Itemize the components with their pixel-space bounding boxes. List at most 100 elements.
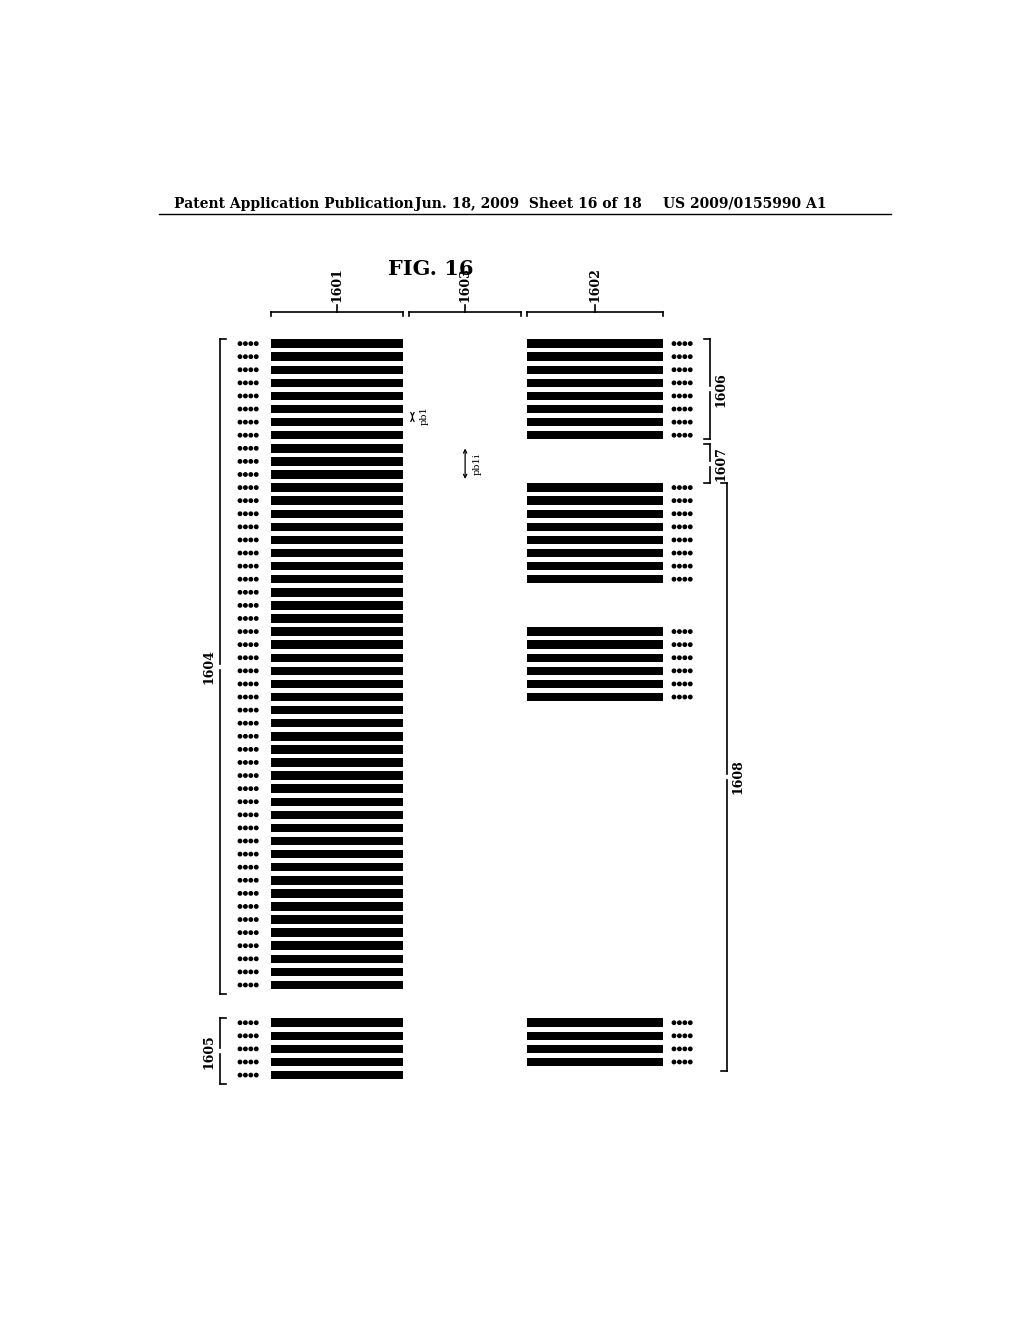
Bar: [527, 536, 663, 544]
Bar: [527, 576, 663, 583]
Bar: [527, 653, 663, 663]
Circle shape: [249, 630, 253, 634]
Bar: [527, 352, 663, 360]
Bar: [527, 379, 663, 387]
Circle shape: [688, 682, 692, 685]
Circle shape: [688, 408, 692, 411]
Circle shape: [688, 1047, 692, 1051]
Circle shape: [255, 879, 258, 882]
Circle shape: [683, 643, 686, 647]
Circle shape: [244, 395, 247, 397]
Circle shape: [255, 395, 258, 397]
Circle shape: [249, 1073, 253, 1077]
Circle shape: [255, 931, 258, 935]
Circle shape: [244, 355, 247, 358]
Circle shape: [249, 616, 253, 620]
Circle shape: [688, 1060, 692, 1064]
Text: 1601: 1601: [331, 268, 344, 302]
Circle shape: [244, 866, 247, 869]
Circle shape: [255, 433, 258, 437]
Bar: [527, 549, 663, 557]
Text: 1608: 1608: [732, 760, 744, 795]
Text: pb1i: pb1i: [473, 453, 482, 475]
Bar: [271, 536, 403, 544]
Circle shape: [244, 774, 247, 777]
Circle shape: [239, 342, 242, 346]
Circle shape: [683, 381, 686, 384]
Circle shape: [239, 656, 242, 660]
Circle shape: [244, 1073, 247, 1077]
Circle shape: [678, 408, 681, 411]
Circle shape: [678, 643, 681, 647]
Circle shape: [249, 381, 253, 384]
Circle shape: [255, 709, 258, 711]
Circle shape: [249, 840, 253, 842]
Circle shape: [683, 578, 686, 581]
Circle shape: [255, 355, 258, 358]
Text: Patent Application Publication: Patent Application Publication: [174, 197, 414, 211]
Circle shape: [239, 421, 242, 424]
Circle shape: [255, 787, 258, 791]
Circle shape: [249, 499, 253, 503]
Circle shape: [673, 408, 676, 411]
Circle shape: [255, 1047, 258, 1051]
Bar: [527, 418, 663, 426]
Circle shape: [249, 408, 253, 411]
Circle shape: [249, 696, 253, 698]
Bar: [271, 523, 403, 531]
Circle shape: [678, 696, 681, 698]
Circle shape: [673, 643, 676, 647]
Circle shape: [678, 1047, 681, 1051]
Circle shape: [683, 408, 686, 411]
Circle shape: [239, 669, 242, 672]
Bar: [271, 810, 403, 818]
Circle shape: [255, 603, 258, 607]
Circle shape: [678, 630, 681, 634]
Circle shape: [255, 970, 258, 974]
Circle shape: [255, 747, 258, 751]
Circle shape: [255, 342, 258, 346]
Circle shape: [249, 539, 253, 541]
Circle shape: [255, 539, 258, 541]
Circle shape: [249, 826, 253, 829]
Circle shape: [678, 421, 681, 424]
Circle shape: [678, 368, 681, 371]
Circle shape: [249, 944, 253, 948]
Bar: [271, 352, 403, 360]
Circle shape: [688, 1034, 692, 1038]
Circle shape: [678, 512, 681, 515]
Circle shape: [688, 395, 692, 397]
Bar: [271, 680, 403, 688]
Text: 1604: 1604: [203, 649, 216, 684]
Circle shape: [255, 840, 258, 842]
Bar: [527, 392, 663, 400]
Circle shape: [249, 368, 253, 371]
Circle shape: [678, 486, 681, 490]
Circle shape: [673, 512, 676, 515]
Circle shape: [255, 892, 258, 895]
Circle shape: [239, 395, 242, 397]
Circle shape: [249, 459, 253, 463]
Circle shape: [688, 355, 692, 358]
Circle shape: [249, 342, 253, 346]
Circle shape: [244, 917, 247, 921]
Circle shape: [239, 879, 242, 882]
Circle shape: [249, 866, 253, 869]
Text: 1607: 1607: [715, 446, 728, 482]
Circle shape: [249, 1034, 253, 1038]
Circle shape: [255, 446, 258, 450]
Circle shape: [673, 669, 676, 672]
Circle shape: [673, 486, 676, 490]
Circle shape: [255, 459, 258, 463]
Circle shape: [683, 630, 686, 634]
Bar: [271, 744, 403, 754]
Circle shape: [239, 539, 242, 541]
Circle shape: [249, 904, 253, 908]
Circle shape: [244, 1047, 247, 1051]
Circle shape: [244, 342, 247, 346]
Circle shape: [249, 983, 253, 986]
Bar: [271, 589, 403, 597]
Circle shape: [673, 696, 676, 698]
Circle shape: [239, 1034, 242, 1038]
Circle shape: [683, 512, 686, 515]
